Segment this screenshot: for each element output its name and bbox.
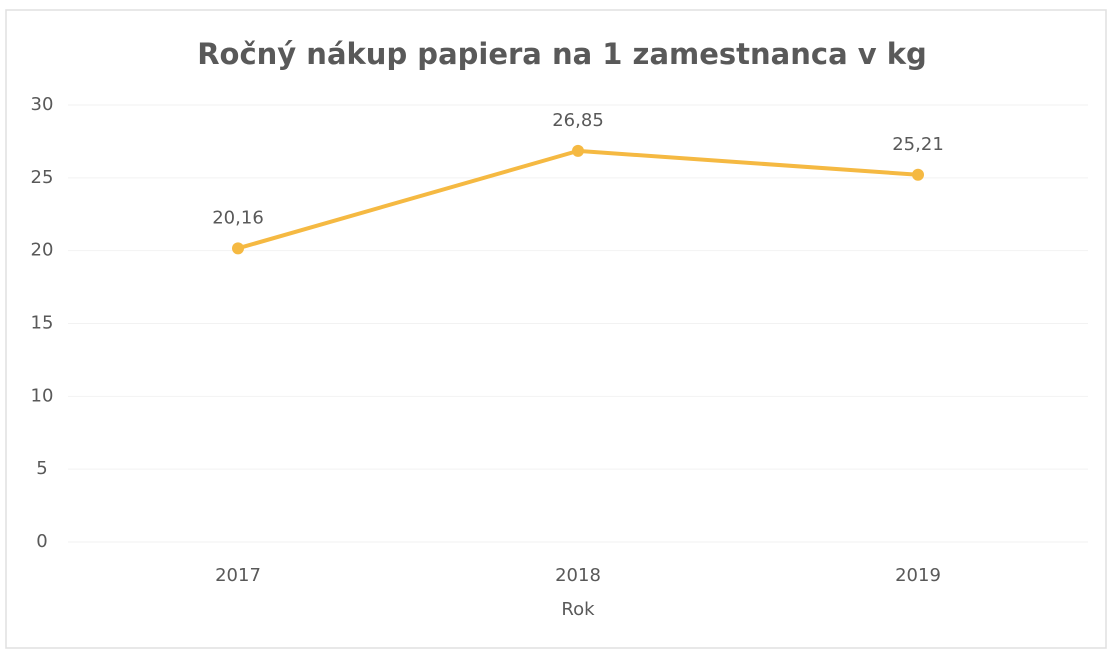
y-tick-label: 10 bbox=[31, 385, 54, 406]
x-tick-label: 2019 bbox=[895, 565, 941, 586]
data-label: 26,85 bbox=[552, 110, 604, 131]
y-tick-label: 5 bbox=[36, 458, 47, 479]
point bbox=[232, 242, 244, 255]
data-label: 20,16 bbox=[212, 207, 264, 228]
chart-title: Ročný nákup papiera na 1 zamestnanca v k… bbox=[197, 37, 927, 71]
x-axis-label: Rok bbox=[561, 599, 595, 620]
y-tick-label: 20 bbox=[31, 240, 54, 261]
x-tick-label: 2018 bbox=[555, 565, 601, 586]
point bbox=[572, 144, 584, 157]
y-tick-label: 0 bbox=[36, 531, 47, 552]
chart-frame bbox=[5, 9, 1107, 649]
x-tick-label: 2017 bbox=[215, 565, 261, 586]
point bbox=[912, 168, 924, 181]
y-tick-label: 15 bbox=[31, 313, 54, 334]
y-tick-label: 25 bbox=[31, 167, 54, 188]
data-label: 25,21 bbox=[892, 134, 944, 155]
y-tick-label: 30 bbox=[31, 94, 54, 115]
